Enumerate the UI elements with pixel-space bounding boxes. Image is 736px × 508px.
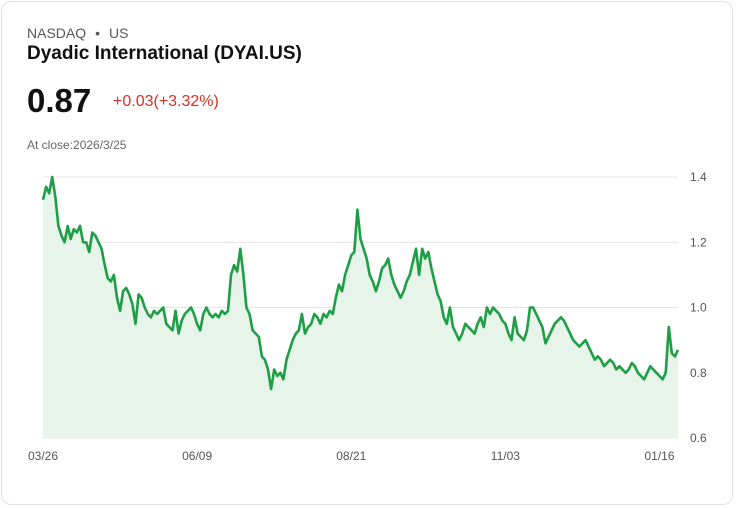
y-tick-label: 1.2 (690, 235, 707, 249)
y-tick-label: 0.8 (690, 366, 707, 380)
y-axis-labels: 1.4 1.2 1.0 0.8 0.6 (690, 170, 707, 445)
close-info: At close:2026/3/25 (27, 138, 126, 152)
y-tick-label: 1.0 (690, 301, 707, 315)
exchange-name: NASDAQ (27, 25, 87, 41)
separator-dot: • (95, 25, 101, 41)
x-tick-label: 11/03 (491, 449, 520, 463)
close-date: 2026/3/25 (73, 138, 127, 152)
price-line[interactable] (41, 175, 680, 391)
close-label: At close: (27, 138, 74, 152)
exchange-line: NASDAQ • US (27, 25, 128, 41)
x-tick-label: 06/09 (182, 449, 212, 463)
price-change: +0.03(+3.32%) (113, 93, 219, 110)
current-price: 0.87 (27, 82, 92, 119)
stock-name: Dyadic International (DYAI.US) (27, 43, 302, 64)
region-label: US (109, 25, 129, 41)
x-tick-label: 01/16 (644, 449, 674, 463)
y-tick-label: 0.6 (690, 431, 707, 445)
price-area-fill (43, 177, 678, 438)
x-tick-label: 03/26 (28, 449, 58, 463)
x-tick-label: 08/21 (336, 449, 366, 463)
x-axis-labels: 03/26 06/09 08/21 11/03 01/16 (28, 449, 675, 463)
y-tick-label: 1.4 (690, 170, 707, 184)
